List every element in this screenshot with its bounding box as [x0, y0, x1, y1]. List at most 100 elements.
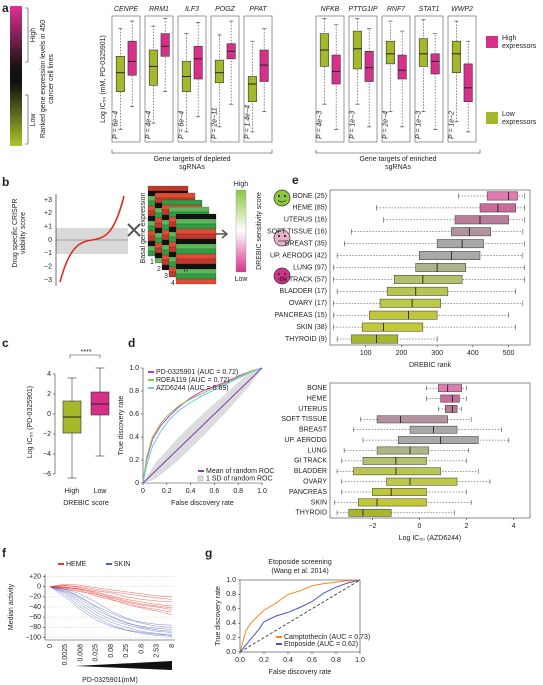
y-tick-label: HEME (85) — [292, 205, 327, 212]
box — [379, 298, 441, 308]
x-tick-label: 0.0 — [235, 657, 245, 664]
panel-label: c — [2, 336, 9, 350]
y-tick-label: 0 — [48, 237, 52, 244]
gene-panel — [144, 15, 174, 143]
y-tick-label: GI TRACK — [294, 458, 327, 465]
gene-name: STAT1 — [419, 6, 440, 13]
gene-name: PPAT — [249, 6, 267, 13]
box — [331, 54, 341, 85]
heatmap-index: n — [184, 267, 188, 274]
y-tick-label: SOFT TISSUE (16) — [267, 229, 327, 236]
y-tick-label: 0.8 — [129, 388, 139, 395]
group-label: Gene targets of enriched sgRNAs — [359, 156, 437, 171]
y-tick-label: LUNG (97) — [293, 264, 327, 271]
gene-panel — [210, 15, 240, 143]
series-line — [142, 367, 263, 484]
heatmap-row — [175, 248, 217, 255]
y-tick-label: LUNG — [308, 447, 327, 454]
panel-label: a — [2, 1, 9, 15]
y-axis-label: Log IC₅₀ (mM, PD-0325901) — [100, 35, 107, 123]
bracket — [25, 7, 29, 145]
y-tick-label: +1 — [44, 224, 52, 231]
series-line — [49, 586, 173, 630]
x-tick-label: 1.0 — [355, 657, 365, 664]
y-axis-label: Median activity — [8, 583, 15, 630]
y-tick-label: THYROID — [296, 510, 328, 517]
gene-name: RNF7 — [387, 6, 406, 13]
series-line — [49, 583, 173, 598]
legend-label: Mean of random ROC — [206, 468, 274, 475]
box — [369, 310, 438, 320]
legend-label: Etoposide (AUC = 0.62) — [284, 641, 358, 648]
y-tick-label: −1 — [44, 250, 52, 257]
panel-label: d — [128, 336, 135, 350]
heatmap-row — [175, 268, 217, 275]
p-value: P = 2e−11 — [211, 107, 218, 139]
y-tick-label: UP. AERODG — [284, 437, 327, 444]
box — [352, 30, 362, 70]
box — [385, 40, 395, 65]
box — [364, 50, 374, 82]
box — [397, 436, 479, 445]
box — [430, 53, 440, 75]
gene-panel — [243, 15, 273, 143]
y-tick-label: THYROID (9) — [285, 336, 327, 343]
x-axis-label: PD-0325901(mM) — [82, 677, 138, 684]
series-line — [142, 367, 263, 484]
panel-label: g — [205, 546, 212, 560]
heatmap-row — [175, 213, 217, 220]
y-tick-label: BREAST — [299, 427, 328, 434]
legend-label: High expressors — [502, 35, 537, 50]
heatmap-row — [175, 278, 217, 285]
legend-swatch — [486, 36, 498, 48]
heatmap-row — [175, 273, 217, 280]
box — [436, 239, 484, 249]
color-bar — [10, 6, 22, 146]
plot-frame — [329, 382, 531, 519]
x-axis-label: DREBIC rank — [409, 362, 452, 369]
band — [56, 228, 128, 254]
box — [440, 394, 460, 403]
box — [397, 54, 407, 80]
group-bracket — [111, 150, 481, 154]
series-line — [239, 579, 361, 653]
bar-label: Low — [30, 113, 37, 127]
box — [415, 263, 466, 272]
x-tick-label: 2 — [465, 523, 469, 530]
series-line — [49, 586, 173, 636]
plot-frame — [329, 189, 531, 346]
x-tick-label: 0.4 — [283, 657, 293, 664]
box — [486, 191, 518, 201]
y-tick-label: 0.8 — [226, 591, 236, 598]
gene-panel — [348, 15, 378, 143]
x-tick-label: 300 — [431, 350, 443, 357]
panel-label: b — [2, 175, 9, 189]
series-line — [49, 586, 173, 607]
group-label: Gene targets of depleted sgRNAs — [153, 156, 231, 171]
p-value: P = 1e−3 — [349, 111, 356, 139]
y-axis-label: Drug specific CRISPR viability score — [12, 198, 27, 268]
gene-panel — [447, 15, 477, 143]
y-tick-label: −3 — [44, 277, 52, 284]
series-line — [49, 586, 173, 633]
heatmap-index: 4 — [171, 280, 175, 287]
x-tick-label: 0.2 — [162, 488, 172, 495]
series-line — [142, 367, 263, 484]
p-value: P = 4e−3 — [316, 111, 323, 139]
y-tick-label: UP. AERODG (42) — [270, 252, 327, 259]
series-line — [50, 586, 173, 615]
y-tick-label: +3 — [44, 197, 52, 204]
p-value: P = 6e−4 — [178, 111, 185, 139]
y-axis-label: Log IC₅₀ (PD-0325901) — [27, 386, 34, 458]
y-tick-label: −100 — [25, 634, 41, 641]
y-tick-label: 2 — [47, 391, 51, 398]
series-line — [49, 585, 173, 600]
heatmap-row — [161, 199, 203, 206]
x-tick-label: 0.6 — [210, 488, 220, 495]
legend-label: 1 SD of random ROC — [206, 475, 273, 482]
curve — [59, 195, 125, 283]
y-tick-label: −6 — [43, 471, 51, 478]
heatmap-row — [175, 238, 217, 245]
y-tick-label: −20 — [29, 594, 41, 601]
